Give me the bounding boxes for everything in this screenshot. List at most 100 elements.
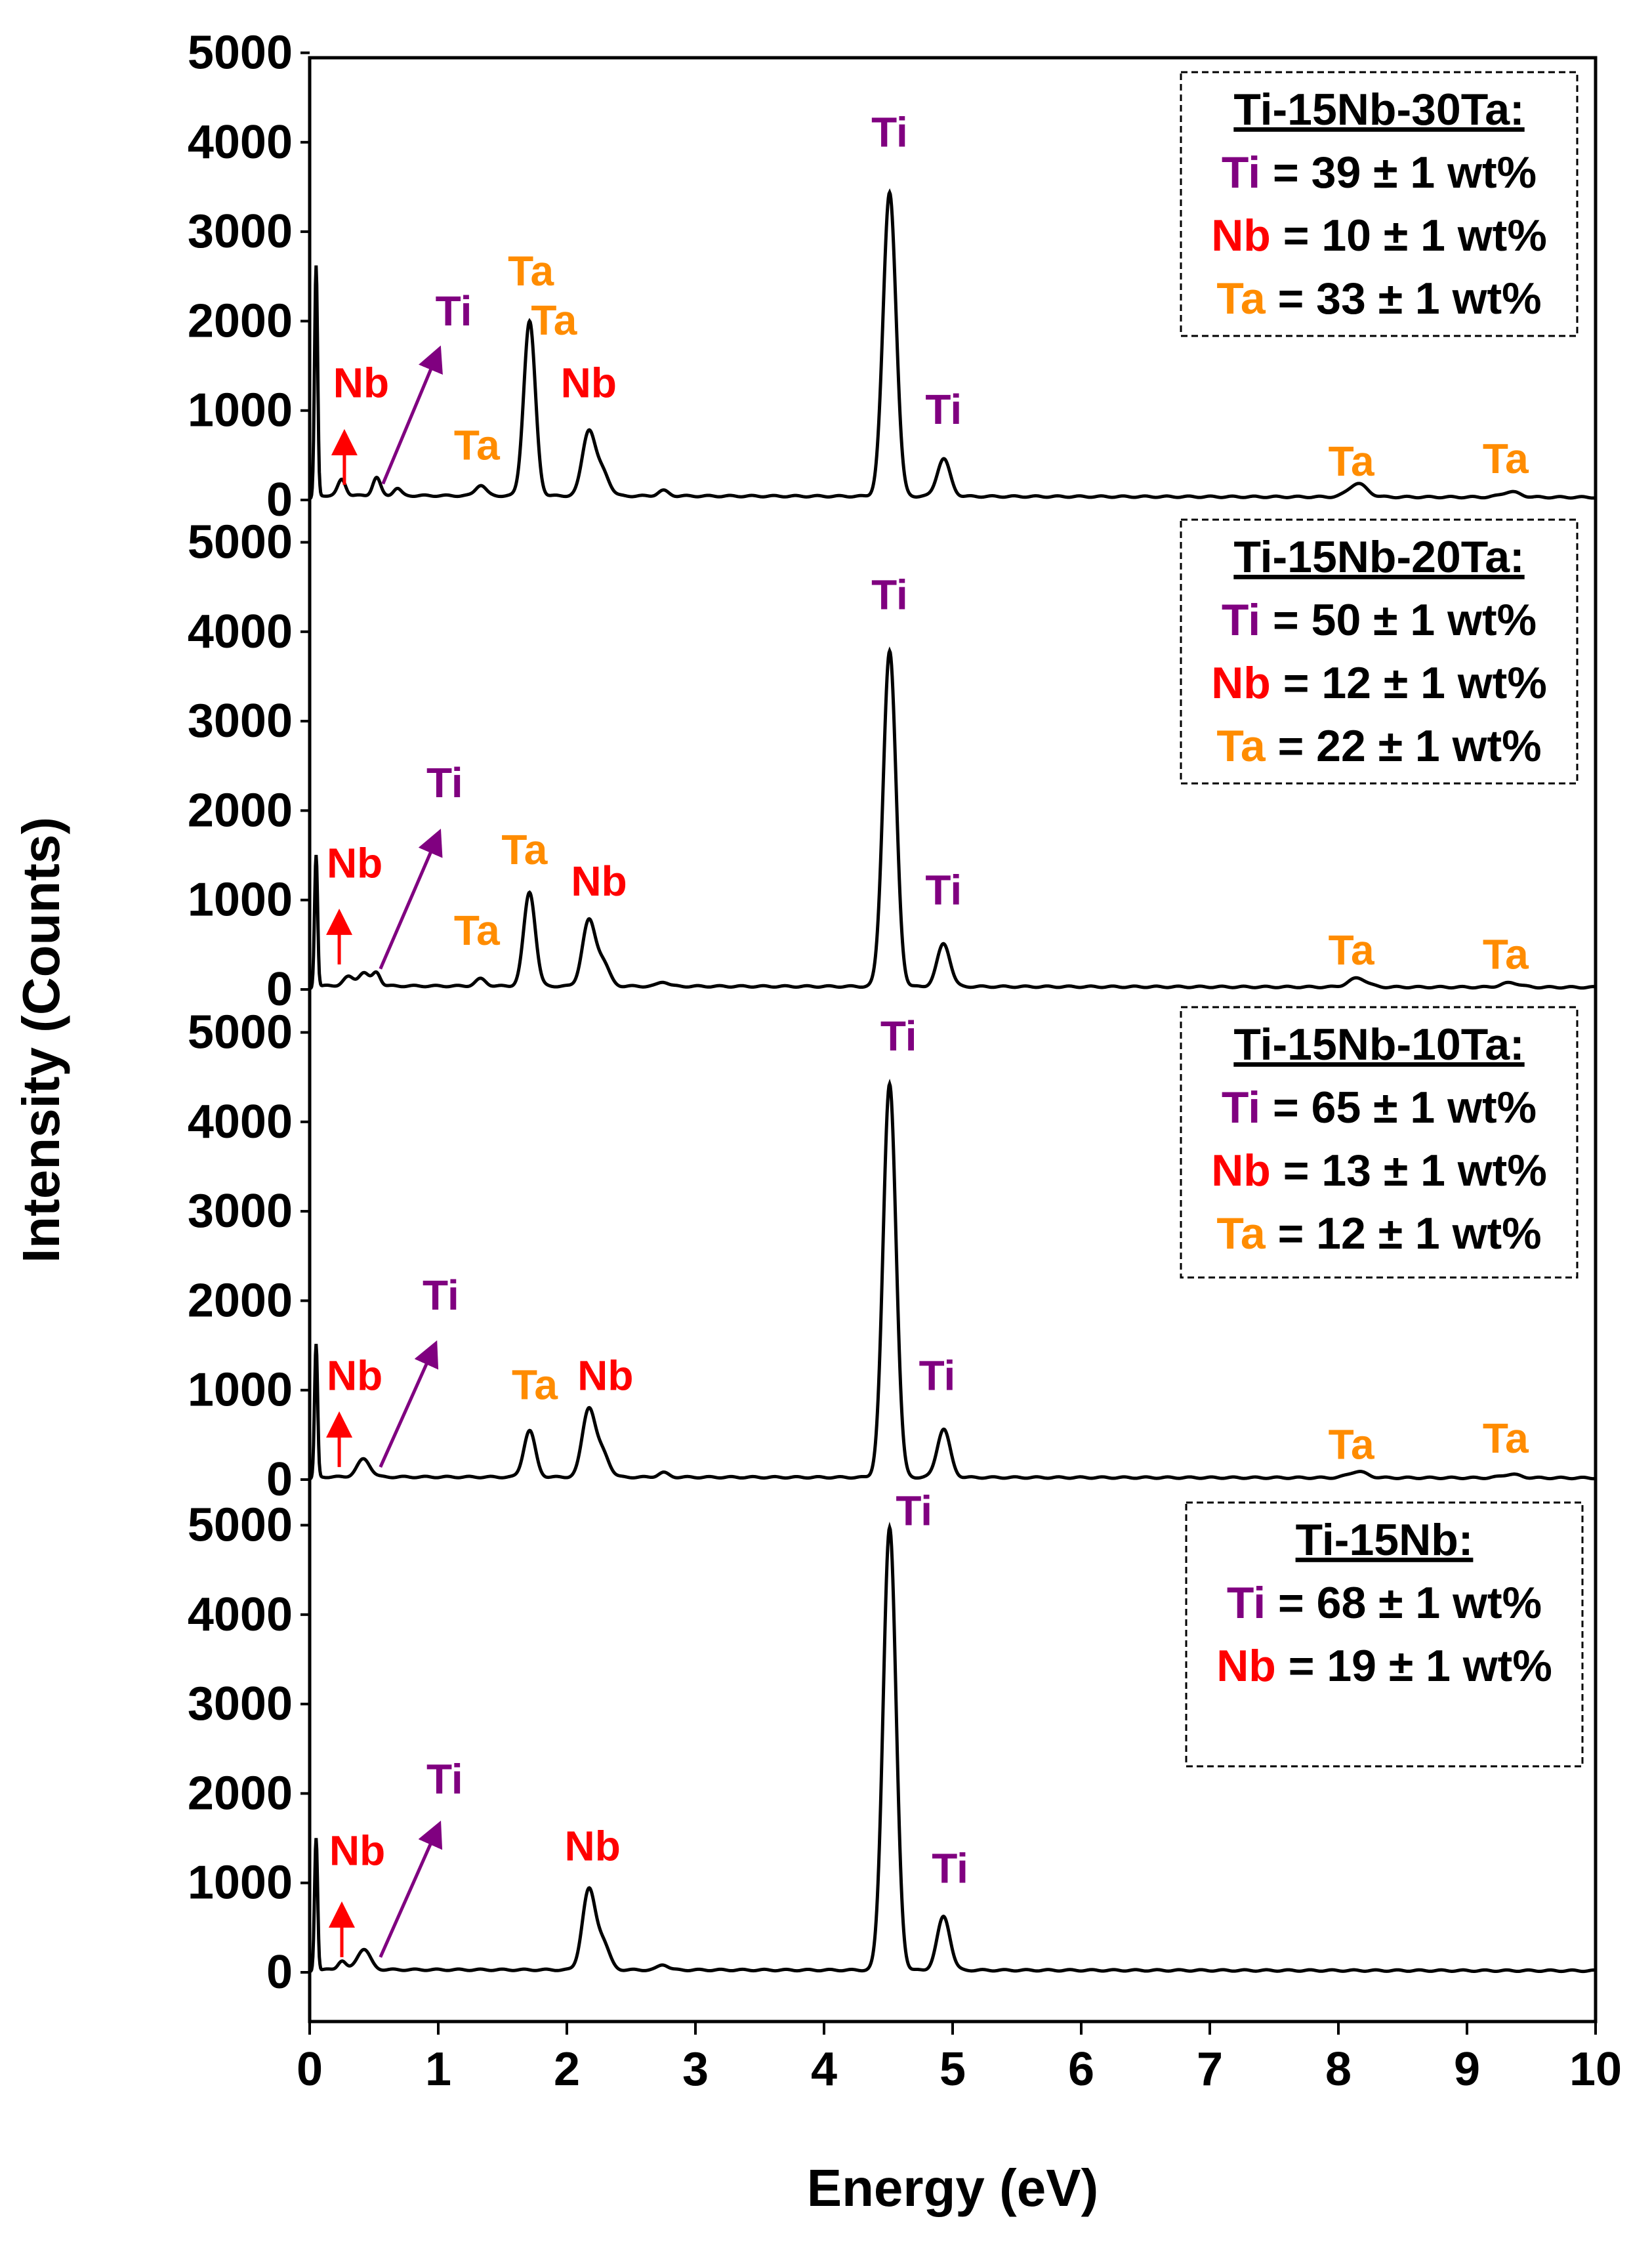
legend-value: = 50 ± 1 wt% [1260, 595, 1537, 645]
peak-label-ti: Ti [925, 386, 962, 433]
x-tick-label: 1 [425, 2043, 451, 2096]
legend-line: Ti = 39 ± 1 wt% [1222, 148, 1537, 197]
legend-value: = 33 ± 1 wt% [1266, 274, 1542, 323]
spectrum-line [309, 1079, 1596, 1481]
peak-label-ta: Ta [1483, 1415, 1529, 1462]
y-tick-label: 1000 [188, 384, 293, 437]
y-tick-label: 5000 [188, 1499, 293, 1552]
legend-value: = 13 ± 1 wt% [1271, 1146, 1547, 1195]
x-tick-label: 2 [554, 2043, 580, 2096]
arrow-ti [379, 829, 443, 970]
peak-label-ti: Ti [426, 759, 463, 806]
peak-label-nb: Nb [333, 359, 389, 406]
x-tick-label: 0 [297, 2043, 323, 2096]
legend-value: = 12 ± 1 wt% [1266, 1209, 1542, 1258]
legend-element: Ta [1216, 1209, 1266, 1258]
y-tick-label: 3000 [188, 1185, 293, 1237]
peak-label-ti: Ti [871, 571, 908, 619]
peak-label-nb: Nb [571, 858, 627, 905]
x-axis-title: Energy (eV) [807, 2159, 1099, 2217]
peak-label-ti: Ti [426, 1755, 463, 1802]
peak-label-ti: Ti [896, 1487, 932, 1535]
peak-label-ta: Ta [501, 826, 547, 873]
peak-label-ta: Ta [454, 907, 500, 954]
legend-element: Ti [1222, 595, 1260, 645]
legend-line: Nb = 10 ± 1 wt% [1211, 211, 1547, 260]
x-tick-label: 7 [1197, 2043, 1223, 2096]
legend-element: Nb [1211, 1146, 1271, 1195]
x-tick-label: 6 [1068, 2043, 1094, 2096]
peak-label-ti: Ti [919, 1352, 956, 1400]
legend-line: Ti = 65 ± 1 wt% [1222, 1083, 1537, 1132]
legend-line: Nb = 19 ± 1 wt% [1216, 1641, 1552, 1691]
legend-title: Ti-15Nb-10Ta: [1233, 1020, 1524, 1069]
legend-element: Ti [1222, 148, 1260, 197]
y-tick-label: 5000 [188, 1007, 293, 1059]
peak-label-nb: Nb [327, 1352, 382, 1400]
peak-label-ta: Ta [1329, 926, 1374, 974]
legend-value: = 39 ± 1 wt% [1260, 148, 1537, 197]
legend-value: = 65 ± 1 wt% [1260, 1083, 1537, 1132]
y-tick-label: 3000 [188, 1678, 293, 1730]
y-tick-label: 3000 [188, 695, 293, 747]
y-tick-label: 4000 [188, 1588, 293, 1641]
y-tick-label: 4000 [188, 116, 293, 169]
arrow-ti [379, 1340, 439, 1468]
legend-line: Nb = 13 ± 1 wt% [1211, 1146, 1547, 1195]
y-axis-title: Intensity (Counts) [12, 817, 70, 1263]
peak-label-ta: Ta [1329, 1421, 1374, 1468]
y-tick-label: 1000 [188, 1857, 293, 1909]
legend-line: Ti = 50 ± 1 wt% [1222, 595, 1537, 645]
y-tick-label: 5000 [188, 516, 293, 569]
legend-box [1180, 71, 1579, 337]
peak-label-ti: Ti [925, 867, 962, 914]
arrow-ti [381, 345, 443, 485]
y-tick-label: 0 [266, 1453, 293, 1506]
y-tick-label: 0 [266, 1946, 293, 1999]
peak-label-nb: Nb [329, 1827, 385, 1874]
arrow-ti [379, 1820, 443, 1958]
y-tick-label: 5000 [188, 27, 293, 79]
legend-line: Ta = 33 ± 1 wt% [1216, 274, 1541, 323]
legend-title: Ti-15Nb-20Ta: [1233, 532, 1524, 582]
legend-element: Ta [1216, 721, 1266, 771]
peak-label-nb: Nb [565, 1823, 621, 1870]
peak-label-ta: Ta [1329, 438, 1374, 485]
y-tick-label: 1000 [188, 1364, 293, 1417]
spectrum-line [309, 1522, 1596, 1974]
legend-element: Ta [1216, 274, 1266, 323]
peak-label-ti: Ti [436, 287, 472, 335]
x-tick-label: 5 [940, 2043, 966, 2096]
legend-line: Ta = 22 ± 1 wt% [1216, 721, 1541, 771]
legend-line: Ti = 68 ± 1 wt% [1227, 1578, 1542, 1628]
legend-title: Ti-15Nb-30Ta: [1233, 85, 1524, 135]
legend-value: = 68 ± 1 wt% [1266, 1578, 1542, 1628]
peak-label-ta: Ta [512, 1361, 558, 1408]
legend-value: = 12 ± 1 wt% [1271, 658, 1547, 708]
peak-label-ta: Ta [508, 247, 554, 295]
legend-box [1180, 1006, 1579, 1279]
panel-ti-15nb-10ta: Ti Ti Ti Nb Nb Ta Ta Ta Ti-15Nb-10Ta: Ti = 65 ± 1… [309, 1006, 1596, 1481]
y-tick-label: 2000 [188, 784, 293, 837]
y-tick-label: 2000 [188, 1274, 293, 1327]
legend-element: Ti [1222, 1083, 1260, 1132]
x-tick-label: 4 [811, 2043, 837, 2096]
y-tick-label: 2000 [188, 1767, 293, 1819]
legend-element: Nb [1211, 658, 1271, 708]
legend-line: Nb = 12 ± 1 wt% [1211, 658, 1547, 708]
y-tick-label: 4000 [188, 606, 293, 658]
legend-element: Nb [1216, 1641, 1276, 1691]
peak-label-nb: Nb [327, 840, 382, 887]
spectrum-line [309, 646, 1596, 990]
legend-value: = 10 ± 1 wt% [1271, 211, 1547, 260]
x-tick-label: 3 [682, 2043, 709, 2096]
spectrum-line [308, 188, 1596, 501]
x-tick-label: 8 [1325, 2043, 1352, 2096]
legend-box [1185, 1501, 1584, 1768]
peak-label-nb: Nb [577, 1352, 633, 1400]
y-tick-label: 0 [266, 963, 293, 1016]
panel-ti-15nb: Ti Ti Ti Nb Nb Ti-15Nb: Ti = 68 ± 1 wt% Nb = 19… [309, 1487, 1596, 1974]
legend-element: Nb [1211, 211, 1271, 260]
legend-line: Ta = 12 ± 1 wt% [1216, 1209, 1541, 1258]
